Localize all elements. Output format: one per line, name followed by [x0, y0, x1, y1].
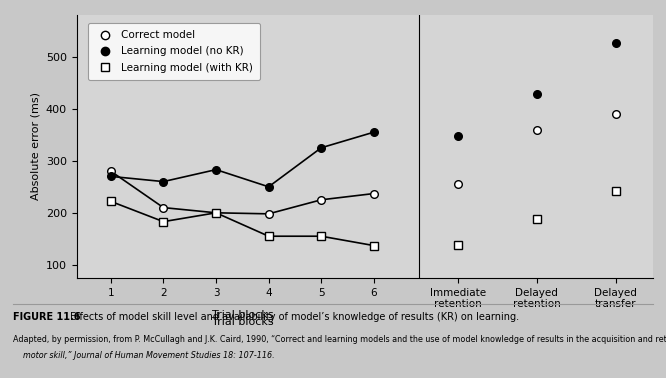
Text: Effects of model skill level and availability of model’s knowledge of results (K: Effects of model skill level and availab… [70, 312, 519, 322]
Text: Trial blocks: Trial blocks [212, 317, 273, 327]
Text: Adapted, by permission, from P. McCullagh and J.K. Caird, 1990, “Correct and lea: Adapted, by permission, from P. McCullag… [13, 335, 666, 344]
Text: Trial blocks: Trial blocks [212, 310, 273, 320]
Text: motor skill,” Journal of Human Movement Studies 18: 107-116.: motor skill,” Journal of Human Movement … [23, 351, 275, 360]
Y-axis label: Absolute error (ms): Absolute error (ms) [30, 93, 40, 200]
Legend: Correct model, Learning model (no KR), Learning model (with KR): Correct model, Learning model (no KR), L… [87, 23, 260, 80]
Text: FIGURE 11.6: FIGURE 11.6 [13, 312, 81, 322]
